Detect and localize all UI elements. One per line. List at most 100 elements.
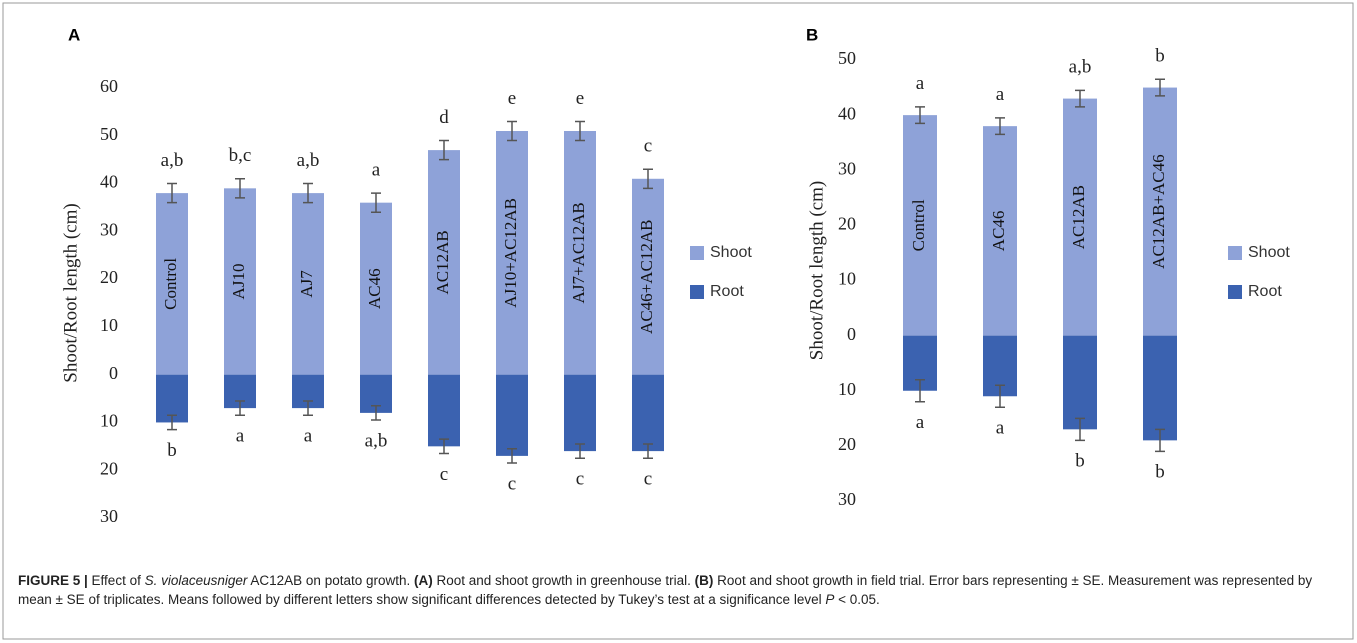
error-bar [575, 120, 585, 142]
caption-part: Root and shoot growth in field trial. Er… [18, 573, 1313, 607]
y-tick-label: 0 [109, 363, 118, 383]
y-tick-label: 10 [100, 315, 118, 335]
significance-letter: c [440, 464, 448, 485]
bar-segment [428, 150, 460, 375]
error-bar [1155, 78, 1165, 97]
significance-letter: b [1155, 46, 1165, 67]
bar-segment [1143, 87, 1177, 336]
legend-swatch [690, 246, 704, 260]
panel-label: B [806, 25, 818, 44]
bar-segment [224, 188, 256, 375]
category-label: Control [161, 258, 180, 310]
caption-part: S. violaceusniger [144, 573, 248, 588]
error-bar [235, 400, 245, 417]
y-tick-label: 30 [100, 219, 118, 239]
bar-segment [983, 126, 1017, 336]
category-label: AC46+AC12AB [637, 220, 656, 334]
significance-letter: c [644, 136, 652, 157]
category-label: AJ7 [297, 270, 316, 298]
bar-segment [1063, 98, 1097, 336]
significance-letter: a [996, 84, 1005, 105]
bar-segment [428, 374, 460, 447]
y-tick-label: 60 [100, 76, 118, 96]
bar-segment [292, 193, 324, 375]
bar-segment [360, 202, 392, 375]
caption-part: (A) [414, 573, 433, 588]
y-tick-label: 40 [838, 103, 856, 123]
category-label: AJ10+AC12AB [501, 198, 520, 308]
legend-label: Root [1248, 283, 1282, 300]
caption: FIGURE 5 | Effect of S. violaceusniger A… [18, 571, 1338, 609]
y-tick-label: 50 [100, 124, 118, 144]
significance-letter: a [916, 412, 925, 433]
bar-segment [156, 374, 188, 423]
bar-segment [632, 178, 664, 375]
y-tick-label: 0 [847, 324, 856, 344]
significance-letter: c [644, 469, 652, 490]
y-tick-label: 30 [100, 506, 118, 526]
error-bar [371, 192, 381, 213]
bar-segment [1063, 335, 1097, 430]
legend-swatch [690, 285, 704, 299]
error-bar [1075, 417, 1085, 442]
caption-part: Root and shoot growth in greenhouse tria… [432, 573, 695, 588]
bar-segment [1143, 335, 1177, 441]
caption-part: (B) [694, 573, 714, 588]
significance-letter: c [508, 473, 516, 494]
bar-segment [564, 374, 596, 452]
significance-letter: b [1075, 451, 1085, 472]
caption-part: AC12AB on potato growth. [247, 573, 414, 588]
y-tick-label: 40 [100, 172, 118, 192]
significance-letter: a,b [1069, 57, 1092, 78]
category-label: AC12AB [1069, 185, 1088, 249]
error-bar [995, 117, 1005, 136]
panel-label: A [68, 25, 80, 44]
category-label: Control [909, 199, 928, 251]
caption-part: Effect of [91, 573, 145, 588]
y-tick-label: 10 [838, 269, 856, 289]
bar-segment [496, 374, 528, 456]
category-label: AC12AB [433, 230, 452, 294]
significance-letter: a [372, 159, 381, 180]
error-bar [995, 384, 1005, 409]
category-label: AC46 [365, 268, 384, 309]
significance-letter: e [508, 88, 516, 109]
category-label: AJ7+AC12AB [569, 202, 588, 303]
significance-letter: b [167, 440, 177, 461]
y-axis-label: Shoot/Root length (cm) [60, 203, 81, 382]
bar-segment [156, 193, 188, 375]
error-bar [1075, 89, 1085, 108]
y-tick-label: 20 [100, 458, 118, 478]
error-bar [643, 443, 653, 460]
error-bar [235, 178, 245, 199]
category-label: AJ10 [229, 264, 248, 300]
error-bar [303, 182, 313, 204]
legend-swatch [1228, 246, 1242, 260]
significance-letter: c [576, 469, 584, 490]
significance-letter: a [916, 73, 925, 94]
bar-segment [903, 115, 937, 336]
error-bar [507, 120, 517, 142]
significance-letter: a,b [161, 150, 184, 171]
error-bar [575, 443, 585, 460]
y-tick-label: 20 [838, 214, 856, 234]
caption-part: P [825, 592, 835, 607]
bar-segment [564, 131, 596, 375]
y-axis-label: Shoot/Root length (cm) [806, 181, 827, 360]
significance-letter: b,c [229, 145, 252, 166]
caption-part: FIGURE 5 | [18, 573, 92, 588]
category-label: AC46 [989, 211, 1008, 252]
error-bar [915, 106, 925, 125]
error-bar [643, 168, 653, 190]
significance-letter: e [576, 88, 584, 109]
legend-label: Shoot [710, 244, 752, 261]
y-tick-label: 10 [100, 411, 118, 431]
significance-letter: b [1155, 462, 1165, 483]
error-bar [371, 404, 381, 421]
y-tick-label: 20 [100, 267, 118, 287]
significance-letter: a [996, 418, 1005, 439]
error-bar [915, 378, 925, 403]
